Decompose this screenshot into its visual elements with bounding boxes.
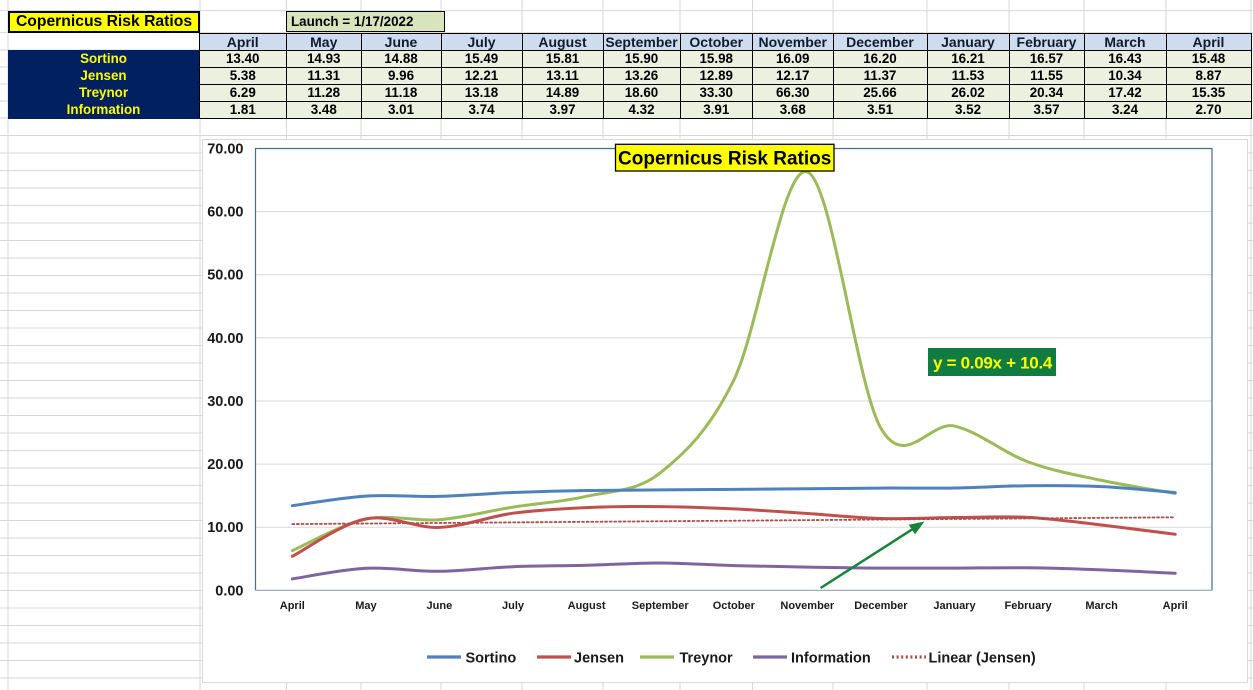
svg-text:March: March	[1085, 600, 1118, 612]
svg-text:y = 0.09x + 10.4: y = 0.09x + 10.4	[933, 354, 1053, 373]
svg-text:July: July	[502, 600, 525, 612]
svg-text:August: August	[568, 600, 606, 612]
svg-text:50.00: 50.00	[207, 268, 243, 284]
svg-text:January: January	[933, 600, 976, 612]
svg-text:November: November	[780, 600, 835, 612]
svg-text:70.00: 70.00	[207, 142, 243, 158]
svg-text:Copernicus Risk Ratios: Copernicus Risk Ratios	[618, 149, 831, 170]
svg-text:Jensen: Jensen	[574, 650, 624, 666]
svg-text:February: February	[1005, 600, 1053, 612]
svg-text:April: April	[1163, 600, 1188, 612]
svg-text:Linear (Jensen): Linear (Jensen)	[929, 650, 1036, 666]
svg-text:40.00: 40.00	[207, 331, 243, 347]
svg-text:December: December	[854, 600, 908, 612]
svg-text:60.00: 60.00	[207, 205, 243, 221]
svg-text:June: June	[427, 600, 453, 612]
svg-text:10.00: 10.00	[207, 520, 243, 536]
svg-text:October: October	[713, 600, 756, 612]
svg-text:May: May	[355, 600, 377, 612]
svg-text:Information: Information	[791, 650, 871, 666]
svg-text:0.00: 0.00	[215, 583, 243, 599]
svg-text:Sortino: Sortino	[466, 650, 517, 666]
svg-text:April: April	[280, 600, 305, 612]
svg-text:September: September	[632, 600, 690, 612]
svg-text:30.00: 30.00	[207, 394, 243, 410]
svg-text:20.00: 20.00	[207, 457, 243, 473]
svg-text:Treynor: Treynor	[680, 650, 734, 666]
